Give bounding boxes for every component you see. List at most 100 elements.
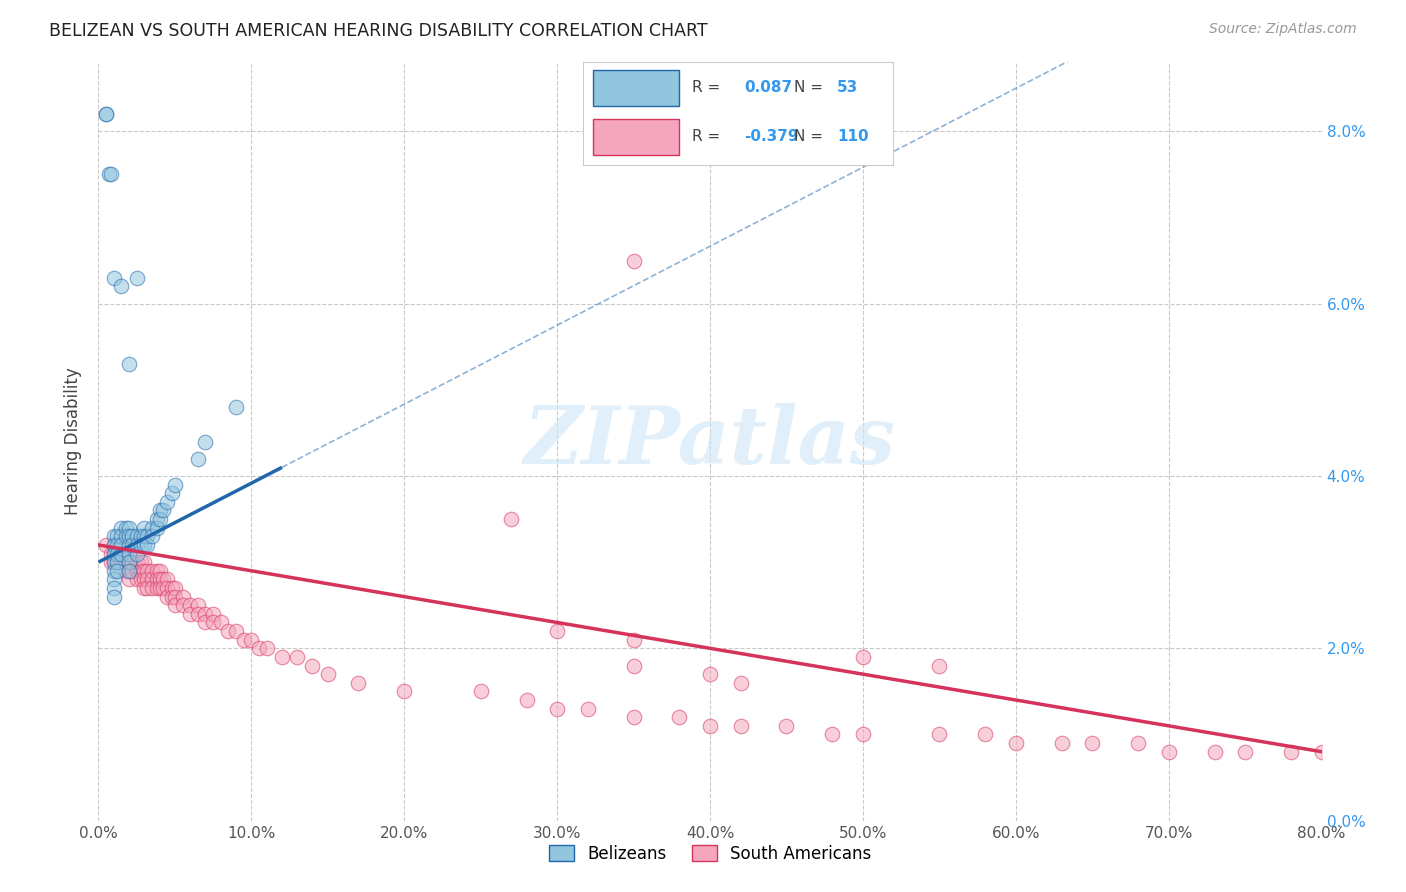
Point: [105, 555, 128, 569]
Point: [110, 279, 132, 293]
Point: [115, 547, 138, 561]
Point: [136, 538, 159, 552]
Point: [623, 710, 645, 724]
Point: [103, 547, 125, 561]
Point: [270, 649, 292, 664]
Point: [149, 564, 172, 578]
Point: [156, 590, 179, 604]
Point: [225, 624, 247, 639]
Point: [501, 512, 523, 526]
Point: [136, 529, 159, 543]
Bar: [593, 70, 679, 105]
Point: [1279, 745, 1302, 759]
Point: [392, 684, 416, 698]
Point: [110, 521, 132, 535]
Point: [316, 667, 339, 681]
Text: BELIZEAN VS SOUTH AMERICAN HEARING DISABILITY CORRELATION CHART: BELIZEAN VS SOUTH AMERICAN HEARING DISAB…: [49, 22, 707, 40]
Point: [118, 357, 141, 371]
Point: [100, 547, 122, 561]
Point: [1310, 745, 1333, 759]
Point: [129, 529, 152, 543]
Point: [149, 503, 172, 517]
Point: [105, 547, 128, 561]
Point: [187, 607, 209, 621]
Point: [115, 564, 138, 578]
Point: [105, 547, 128, 561]
Point: [623, 632, 645, 647]
Point: [187, 599, 209, 613]
Point: [730, 675, 752, 690]
Point: [105, 555, 128, 569]
Point: [1050, 736, 1073, 750]
Point: [94, 107, 117, 121]
Point: [110, 547, 132, 561]
Point: [232, 632, 254, 647]
Point: [103, 529, 125, 543]
Point: [1157, 745, 1180, 759]
Point: [94, 107, 117, 121]
Point: [103, 564, 125, 578]
Point: [134, 564, 156, 578]
Point: [217, 624, 239, 639]
Point: [152, 503, 174, 517]
Point: [110, 529, 132, 543]
Point: [141, 581, 163, 595]
Point: [145, 573, 167, 587]
Point: [118, 564, 141, 578]
Point: [301, 658, 323, 673]
Point: [125, 547, 148, 561]
Point: [699, 667, 721, 681]
Point: [1081, 736, 1104, 750]
Point: [118, 564, 141, 578]
Point: [546, 624, 568, 639]
Point: [247, 641, 270, 656]
Point: [129, 573, 152, 587]
Point: [134, 555, 156, 569]
Point: [202, 615, 225, 630]
Text: R =: R =: [692, 129, 720, 145]
Point: [121, 529, 143, 543]
Point: [145, 581, 167, 595]
Point: [172, 599, 194, 613]
Point: [136, 581, 159, 595]
Point: [240, 632, 263, 647]
Point: [285, 649, 308, 664]
Point: [103, 547, 125, 561]
Point: [121, 555, 143, 569]
Point: [105, 564, 128, 578]
Point: [1004, 736, 1026, 750]
Point: [194, 434, 217, 449]
Point: [623, 658, 645, 673]
Point: [172, 590, 194, 604]
Point: [125, 529, 148, 543]
Point: [163, 590, 186, 604]
Point: [134, 521, 156, 535]
Point: [134, 529, 156, 543]
Point: [136, 573, 159, 587]
Point: [152, 581, 174, 595]
Point: [118, 555, 141, 569]
Point: [623, 253, 645, 268]
Point: [105, 529, 128, 543]
Point: [179, 599, 201, 613]
Point: [136, 564, 159, 578]
Point: [149, 512, 172, 526]
Text: ZIPatlas: ZIPatlas: [524, 403, 896, 480]
Point: [118, 555, 141, 569]
Point: [141, 529, 163, 543]
Point: [668, 710, 690, 724]
Point: [110, 538, 132, 552]
Bar: [593, 119, 679, 155]
Point: [160, 486, 183, 500]
Point: [1128, 736, 1150, 750]
Point: [121, 538, 143, 552]
Point: [730, 719, 752, 733]
Point: [821, 727, 844, 741]
Legend: Belizeans, South Americans: Belizeans, South Americans: [543, 838, 877, 869]
Text: N =: N =: [794, 129, 823, 145]
Point: [149, 581, 172, 595]
Point: [121, 564, 143, 578]
Point: [103, 581, 125, 595]
Point: [103, 555, 125, 569]
Point: [94, 538, 117, 552]
